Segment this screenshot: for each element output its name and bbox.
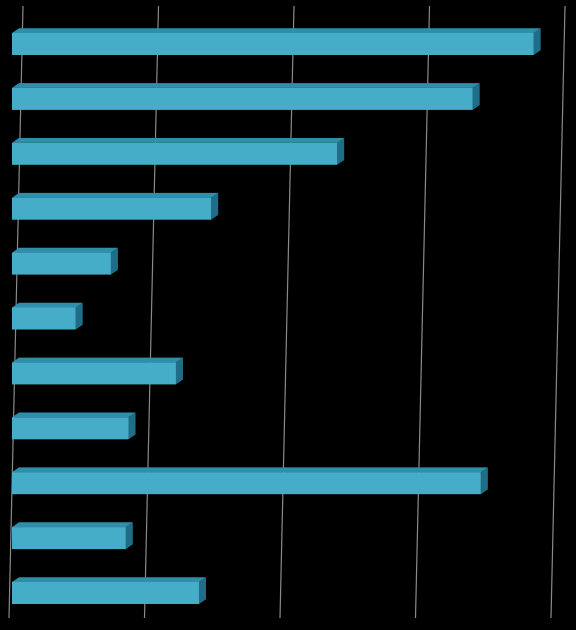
bar-side-face (128, 412, 136, 440)
bar-7 (12, 357, 183, 385)
bar-4 (12, 192, 219, 220)
bar-top-face (12, 192, 219, 198)
bar-side-face (480, 467, 488, 495)
bar-front-face (12, 33, 534, 55)
bar-top-face (12, 247, 118, 253)
bar-top-face (12, 577, 206, 582)
bar-top-face (12, 412, 136, 418)
bar-front-face (12, 417, 129, 440)
bar-side-face (175, 357, 183, 385)
bar-side-face (211, 192, 219, 220)
bar-front-face (12, 252, 111, 275)
bars (12, 28, 541, 604)
bar-top-face (12, 83, 480, 88)
bar-side-face (198, 577, 206, 604)
bar-8 (12, 412, 136, 440)
bar-10 (12, 522, 133, 550)
bar-side-face (472, 83, 480, 110)
gridline-4 (550, 5, 566, 619)
bar-side-face (533, 28, 541, 55)
bar-front-face (12, 142, 338, 165)
bar-front-face (12, 472, 481, 495)
bar-front-face (12, 307, 76, 330)
bar-front-face (12, 197, 212, 220)
bar-top-face (12, 138, 345, 143)
bar-top-face (12, 467, 488, 473)
bar-side-face (110, 247, 118, 275)
bar-front-face (12, 362, 176, 385)
bar-9 (12, 467, 488, 495)
bar-2 (12, 83, 480, 110)
bar-side-face (125, 522, 133, 550)
bar-1 (12, 28, 541, 55)
bar-front-face (12, 527, 126, 550)
bar-top-face (12, 302, 83, 308)
bar-top-face (12, 28, 541, 33)
bar-side-face (337, 138, 345, 165)
bar-6 (12, 302, 83, 330)
bar-11 (12, 577, 206, 604)
bar-3 (12, 138, 345, 165)
bar-top-face (12, 357, 183, 363)
bar-5 (12, 247, 118, 275)
bar-top-face (12, 522, 133, 528)
bar-front-face (12, 87, 473, 110)
bar-front-face (12, 582, 199, 604)
bar-side-face (75, 302, 83, 330)
